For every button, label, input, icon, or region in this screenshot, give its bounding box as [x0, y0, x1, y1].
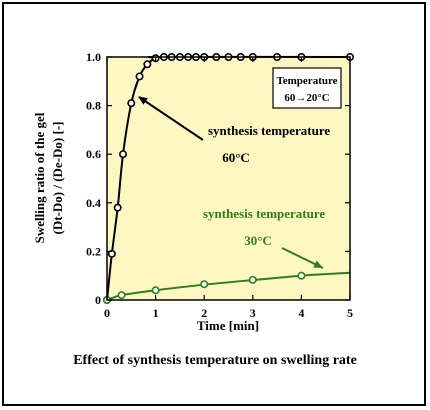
- annotation-30c-line2: 30°C: [244, 233, 272, 248]
- series-1-point: [119, 150, 128, 159]
- x-tick-label: 3: [250, 306, 256, 320]
- series-1-point: [135, 72, 144, 81]
- legend-condition: 60→20°C: [284, 92, 329, 104]
- x-tick-label: 0: [104, 306, 110, 320]
- annotation-arrow-30c: [281, 247, 324, 269]
- y-tick-label: 0.4: [86, 196, 101, 210]
- y-tick-label: 1.0: [86, 50, 101, 64]
- legend-frame: [272, 67, 342, 109]
- annotation-30c-line1: synthesis temperature: [203, 206, 325, 221]
- x-tick-label: 5: [347, 306, 353, 320]
- x-tick-label: 1: [153, 306, 159, 320]
- y-tick-label: 0.2: [86, 244, 101, 258]
- series-2-point: [117, 291, 126, 300]
- axis-ticks: 0 1 2 3 4 5 0 0.2 0.4 0.6 0.8 1.0: [86, 50, 353, 320]
- plot-border: [106, 56, 351, 301]
- x-axis-label: Time [min]: [197, 318, 259, 333]
- legend-box: Temperature 60→20°C: [272, 67, 342, 109]
- series-2-point: [297, 271, 306, 280]
- annotation-60c-line2: 60°C: [222, 150, 250, 165]
- series-2-point: [248, 275, 257, 284]
- y-tick-label: 0: [95, 293, 101, 307]
- y-axis-label-line2: (Dt-Do) / (De-Do) [-]: [50, 122, 65, 235]
- y-axis-label-line1: Swelling ratio of the gel: [32, 112, 47, 243]
- series-2-point: [151, 286, 160, 295]
- annotation-arrow-60c: [138, 96, 204, 141]
- series-1-point: [127, 99, 136, 108]
- y-tick-label: 0.6: [86, 147, 101, 161]
- series-1-point: [113, 203, 122, 212]
- legend-title: Temperature: [276, 75, 337, 87]
- y-tick-label: 0.8: [86, 99, 101, 113]
- x-tick-label: 2: [201, 306, 207, 320]
- series-1-point: [143, 60, 152, 69]
- series-2-point: [200, 280, 209, 289]
- x-tick-label: 4: [298, 306, 304, 320]
- annotation-60c-line1: synthesis temperature: [208, 123, 330, 138]
- series-1-point: [107, 249, 116, 258]
- figure-caption: Effect of synthesis temperature on swell…: [73, 353, 357, 368]
